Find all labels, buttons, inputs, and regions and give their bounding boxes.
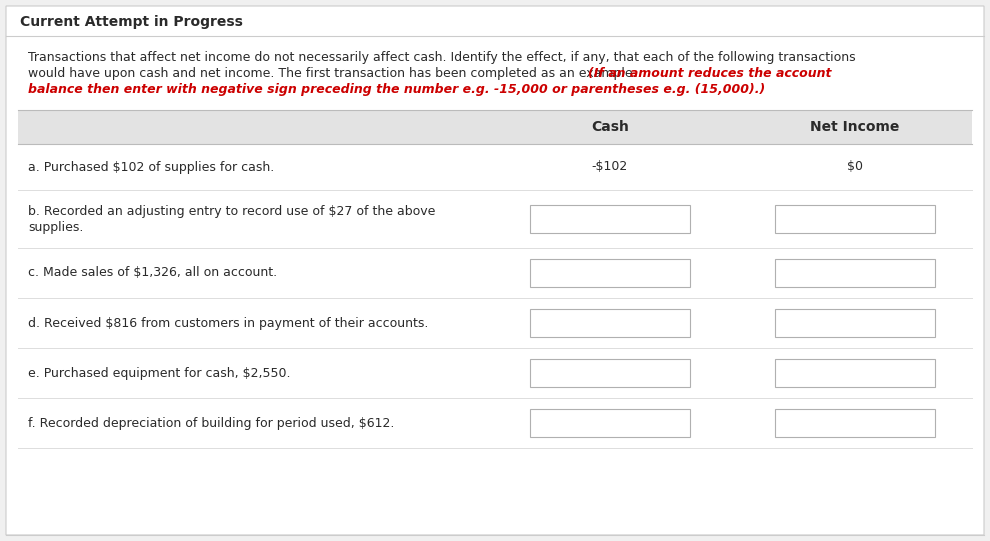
Bar [530, 309, 690, 337]
Text: e. Purchased equipment for cash, $2,550.: e. Purchased equipment for cash, $2,550. [28, 366, 290, 379]
Bar [775, 409, 935, 437]
Bar [530, 205, 690, 233]
Text: Cash: Cash [591, 120, 629, 134]
Text: $0: $0 [847, 161, 863, 174]
Bar [530, 409, 690, 437]
FancyBboxPatch shape [6, 6, 984, 535]
Text: Current Attempt in Progress: Current Attempt in Progress [20, 15, 243, 29]
Text: -$102: -$102 [592, 161, 628, 174]
Text: balance then enter with negative sign preceding the number e.g. -15,000 or paren: balance then enter with negative sign pr… [28, 83, 765, 96]
Text: would have upon cash and net income. The first transaction has been completed as: would have upon cash and net income. The… [28, 67, 641, 80]
Bar [775, 359, 935, 387]
Text: c. Made sales of $1,326, all on account.: c. Made sales of $1,326, all on account. [28, 267, 277, 280]
Text: a. Purchased $102 of supplies for cash.: a. Purchased $102 of supplies for cash. [28, 161, 274, 174]
Text: Net Income: Net Income [810, 120, 900, 134]
Text: (If an amount reduces the account: (If an amount reduces the account [588, 67, 832, 80]
Bar [530, 259, 690, 287]
Text: f. Recorded depreciation of building for period used, $612.: f. Recorded depreciation of building for… [28, 417, 394, 430]
Text: b. Recorded an adjusting entry to record use of $27 of the above: b. Recorded an adjusting entry to record… [28, 204, 436, 217]
Text: supplies.: supplies. [28, 221, 83, 234]
Text: d. Received $816 from customers in payment of their accounts.: d. Received $816 from customers in payme… [28, 316, 429, 329]
Bar [18, 110, 972, 144]
Bar [775, 205, 935, 233]
Bar [530, 359, 690, 387]
Bar [775, 309, 935, 337]
Bar [775, 259, 935, 287]
Text: Transactions that affect net income do not necessarily affect cash. Identify the: Transactions that affect net income do n… [28, 51, 855, 64]
